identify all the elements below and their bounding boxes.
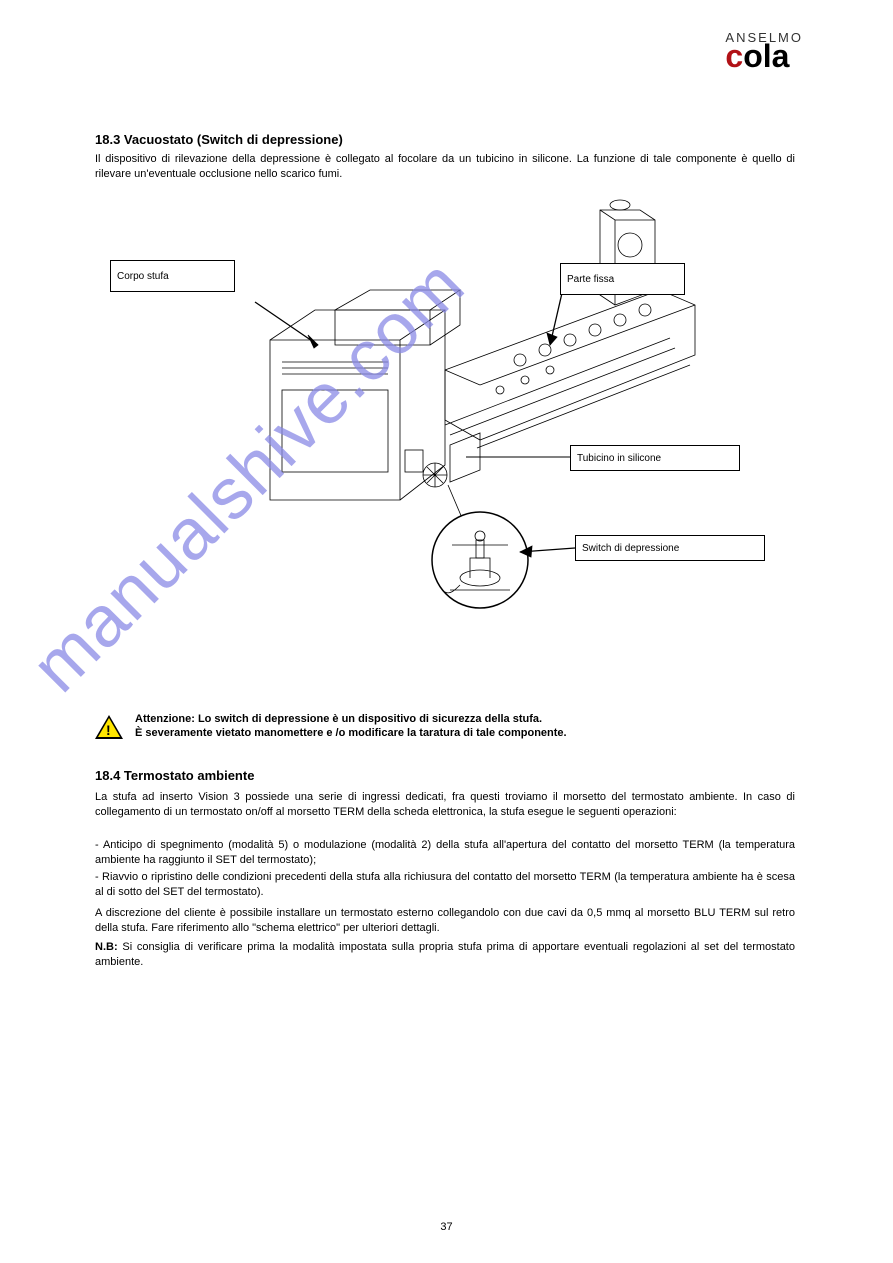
page-number: 37 [0,1221,893,1233]
logo-main-text: cola [725,43,803,70]
warning-line-1: Attenzione: Lo switch di depressione è u… [135,712,542,726]
note-label: N.B: [95,941,118,953]
callout-3: Switch di depressione [575,535,765,561]
warning-line-2: È severamente vietato manomettere e /o m… [135,726,567,740]
para-thermostat-intro: La stufa ad inserto Vision 3 possiede un… [95,790,795,820]
para-thermostat-install: A discrezione del cliente è possibile in… [95,906,795,936]
stove-isometric-svg [100,190,800,630]
note-paragraph: N.B: Si consiglia di verificare prima la… [95,940,795,970]
section-18-4-title: 18.4 Termostato ambiente [95,768,254,783]
bullet-2: - Riavvio o ripristino delle condizioni … [95,870,795,900]
callout-2: Tubicino in silicone [570,445,740,471]
note-text: Si consiglia di verificare prima la moda… [95,941,795,968]
brand-logo: ANSELMO cola [725,30,803,70]
section-18-3-title: 18.3 Vacuostato (Switch di depressione) [95,132,343,147]
logo-letters-ola: ola [743,38,789,74]
bullet-1: - Anticipo di spegnimento (modalità 5) o… [95,838,795,868]
callout-1: Parte fissa [560,263,685,295]
logo-letter-c: c [725,38,743,74]
intro-paragraph: Il dispositivo di rilevazione della depr… [95,152,795,182]
warning-icon: ! [95,715,123,739]
callout-0: Corpo stufa [110,260,235,292]
